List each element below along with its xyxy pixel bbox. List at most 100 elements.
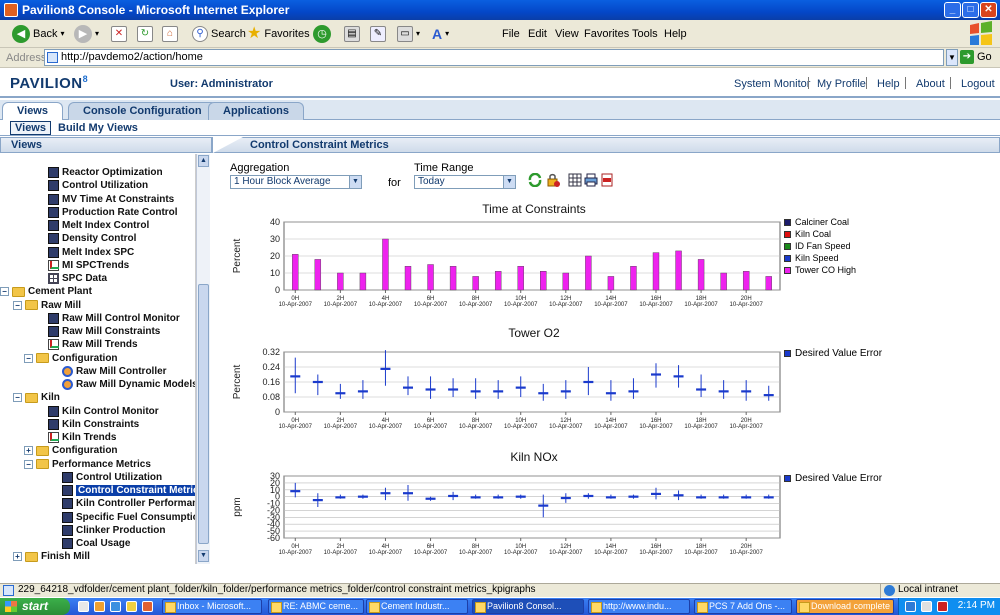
- home-button[interactable]: ⌂: [162, 24, 178, 44]
- tab-views[interactable]: Views: [2, 102, 63, 121]
- tree-item[interactable]: Control Utilization: [62, 471, 162, 484]
- taskbar-task[interactable]: Download complete: [796, 599, 894, 614]
- time-range-select[interactable]: Today ▼: [414, 175, 516, 189]
- expand-icon[interactable]: +: [13, 552, 22, 562]
- tree-item[interactable]: Kiln Controller Performance: [62, 497, 195, 510]
- menu-favorites[interactable]: Favorites: [584, 28, 630, 40]
- tree-item[interactable]: Raw Mill Dynamic Models: [62, 378, 195, 391]
- taskbar-task[interactable]: PCS 7 Add Ons -...: [694, 599, 792, 614]
- menu-help[interactable]: Help: [664, 28, 687, 40]
- history-button[interactable]: ◷: [313, 24, 331, 44]
- print-button[interactable]: ▤: [344, 24, 360, 44]
- logout-link[interactable]: Logout: [961, 78, 995, 90]
- tree-scrollbar[interactable]: ▲ ▼: [196, 154, 210, 564]
- tree-item[interactable]: − Configuration: [24, 352, 118, 365]
- tree-item[interactable]: Kiln Constraints: [48, 418, 139, 431]
- quicklaunch-app-icon[interactable]: [94, 601, 105, 612]
- tree-item[interactable]: Coal Usage: [62, 537, 130, 550]
- chevron-down-icon[interactable]: ▼: [349, 176, 361, 188]
- tree-item[interactable]: − Kiln: [13, 391, 60, 404]
- quicklaunch-folder-icon[interactable]: [126, 601, 137, 612]
- tree-item[interactable]: − Raw Mill: [13, 299, 81, 312]
- menu-tools[interactable]: Tools: [632, 28, 658, 40]
- my-profile-link[interactable]: My Profile: [817, 78, 866, 90]
- network-tray-icon[interactable]: [905, 601, 916, 612]
- collapse-icon[interactable]: −: [24, 459, 33, 469]
- tree-item[interactable]: + Configuration: [24, 444, 118, 457]
- menu-view[interactable]: View: [555, 28, 579, 40]
- close-button[interactable]: ✕: [980, 2, 997, 18]
- forward-button[interactable]: ▶ ▾: [74, 24, 99, 44]
- maximize-button[interactable]: □: [962, 2, 979, 18]
- address-input[interactable]: http://pavdemo2/action/home: [44, 49, 944, 66]
- collapse-icon[interactable]: −: [0, 287, 9, 297]
- taskbar-task[interactable]: Inbox - Microsoft...: [162, 599, 262, 614]
- taskbar-task[interactable]: Cement Industr...: [366, 599, 468, 614]
- tree-item[interactable]: Control Constraint Metrics: [62, 484, 195, 497]
- collapse-icon[interactable]: −: [13, 300, 22, 310]
- chevron-down-icon[interactable]: ▼: [503, 176, 515, 188]
- tree-item[interactable]: Kiln Control Monitor: [48, 405, 159, 418]
- tree-item[interactable]: − Performance Metrics: [24, 458, 151, 471]
- tree-item[interactable]: + Finish Mill: [13, 550, 90, 563]
- minimize-button[interactable]: _: [944, 2, 961, 18]
- lock-icon[interactable]: [546, 173, 560, 187]
- refresh-button[interactable]: ↻: [137, 24, 153, 44]
- tab-applications[interactable]: Applications: [208, 102, 305, 120]
- tree-item[interactable]: Production Rate Control: [48, 206, 178, 219]
- tree-item[interactable]: Reactor Optimization: [48, 166, 163, 179]
- menu-edit[interactable]: Edit: [528, 28, 547, 40]
- back-button[interactable]: ◀ Back ▾: [12, 24, 64, 44]
- tree-item[interactable]: Clinker Production: [62, 524, 165, 537]
- tab-console-configuration[interactable]: Console Configuration: [68, 102, 217, 120]
- tree-item[interactable]: MI SPCTrends: [48, 259, 129, 272]
- discuss-button[interactable]: ▭ ▾: [397, 24, 420, 44]
- tree-item[interactable]: Control Utilization: [48, 179, 148, 192]
- security-tray-icon[interactable]: [937, 601, 948, 612]
- print-icon[interactable]: [584, 173, 598, 187]
- subtab-views[interactable]: Views: [10, 121, 51, 135]
- taskbar-task[interactable]: RE: ABMC ceme...: [268, 599, 364, 614]
- tree-item[interactable]: Raw Mill Control Monitor: [48, 312, 180, 325]
- edit-button[interactable]: ✎: [370, 24, 386, 44]
- tree-item[interactable]: Raw Mill Trends: [48, 338, 138, 351]
- forward-dropdown-icon[interactable]: ▾: [95, 29, 100, 38]
- subtab-build-my-views[interactable]: Build My Views: [58, 122, 138, 134]
- refresh-icon[interactable]: [528, 172, 542, 188]
- tree-item[interactable]: SPC Data: [48, 272, 107, 285]
- taskbar-task[interactable]: http://www.indu...: [588, 599, 690, 614]
- tree-item[interactable]: − Cement Plant: [0, 285, 92, 298]
- back-dropdown-icon[interactable]: ▾: [60, 29, 65, 38]
- table-view-icon[interactable]: [568, 173, 582, 187]
- volume-tray-icon[interactable]: [921, 601, 932, 612]
- tree-item[interactable]: Kiln Trends: [48, 431, 116, 444]
- tree-item[interactable]: Melt Index SPC: [48, 246, 134, 259]
- discuss-dropdown-icon[interactable]: ▾: [416, 29, 421, 38]
- address-dropdown-icon[interactable]: ▼: [946, 49, 958, 66]
- tree-item[interactable]: Raw Mill Controller: [62, 365, 167, 378]
- about-link[interactable]: About: [916, 78, 945, 90]
- help-link[interactable]: Help: [877, 78, 900, 90]
- scroll-down-icon[interactable]: ▼: [198, 550, 209, 562]
- scroll-thumb[interactable]: [198, 284, 209, 544]
- aggregation-select[interactable]: 1 Hour Block Average ▼: [230, 175, 362, 189]
- tree-item[interactable]: Melt Index Control: [48, 219, 149, 232]
- quicklaunch-desktop-icon[interactable]: [78, 601, 89, 612]
- tree-item[interactable]: Density Control: [48, 232, 136, 245]
- stop-button[interactable]: ✕: [111, 24, 127, 44]
- taskbar-task[interactable]: Pavilion8 Consol...: [472, 599, 584, 614]
- system-monitor-link[interactable]: System Monitor: [734, 78, 811, 90]
- collapse-icon[interactable]: −: [24, 353, 33, 363]
- scroll-up-icon[interactable]: ▲: [198, 155, 209, 167]
- quicklaunch-media-icon[interactable]: [142, 601, 153, 612]
- font-size-button[interactable]: A ▾: [432, 24, 449, 44]
- start-button[interactable]: start: [0, 598, 70, 615]
- collapse-icon[interactable]: −: [13, 393, 22, 403]
- search-button[interactable]: ⚲ Search: [192, 24, 246, 44]
- pdf-icon[interactable]: [600, 173, 614, 187]
- expand-icon[interactable]: +: [24, 446, 33, 456]
- tree-item[interactable]: Raw Mill Constraints: [48, 325, 160, 338]
- menu-file[interactable]: File: [502, 28, 520, 40]
- quicklaunch-ie-icon[interactable]: [110, 601, 121, 612]
- font-dropdown-icon[interactable]: ▾: [445, 29, 450, 38]
